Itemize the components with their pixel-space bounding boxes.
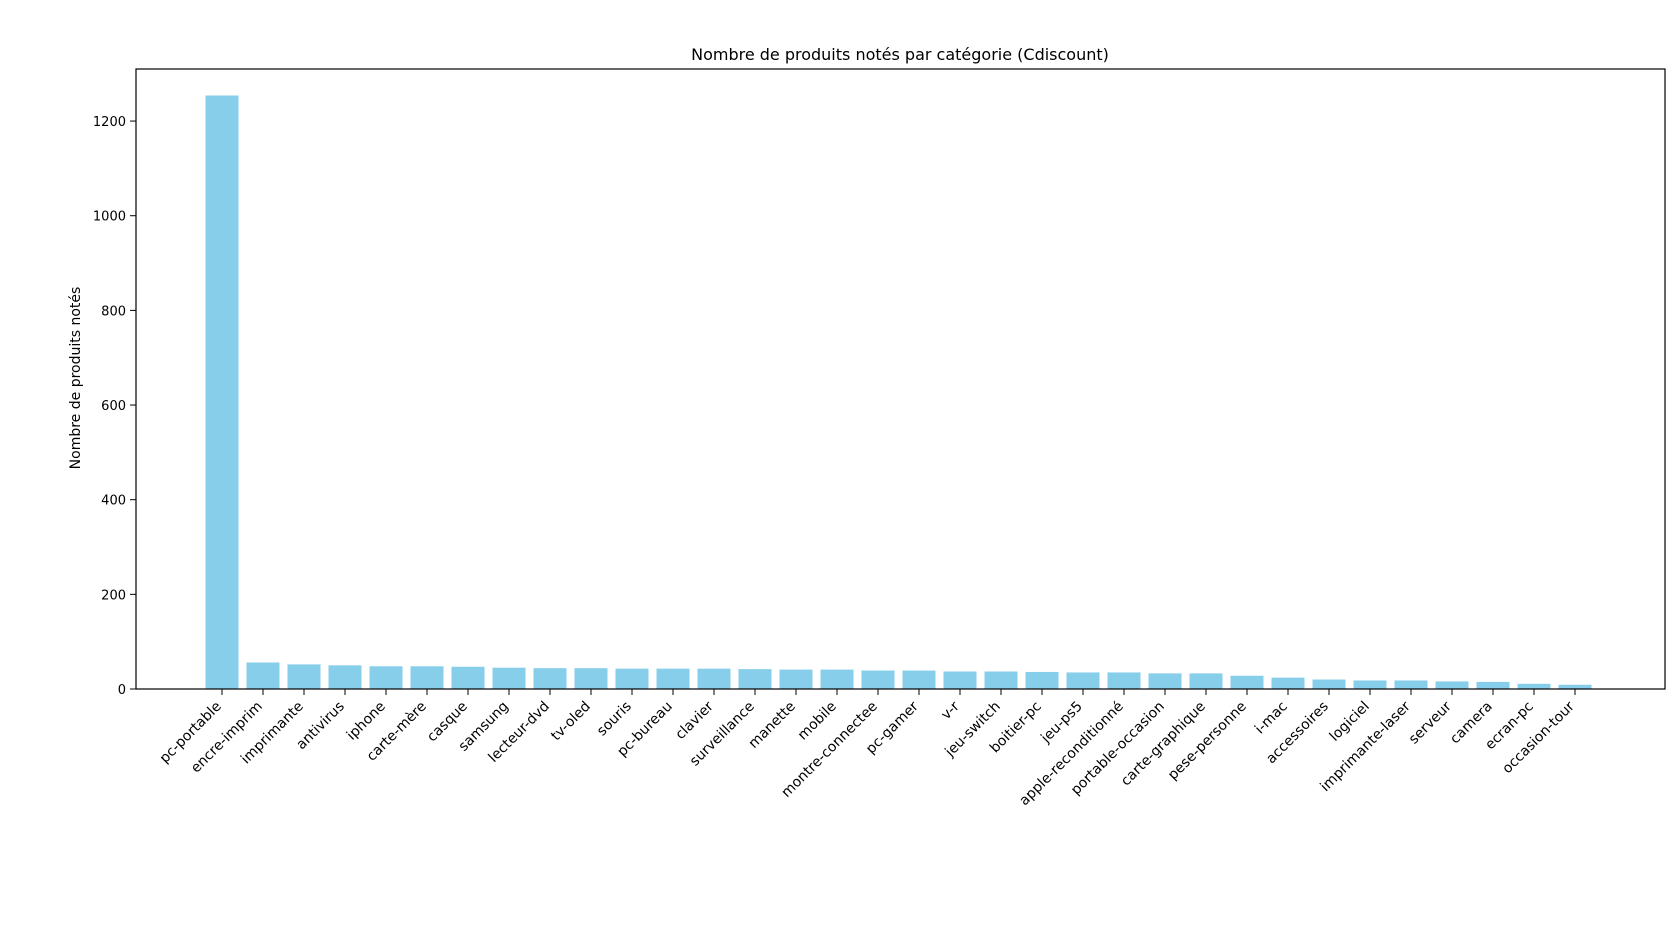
bar-imprimante — [287, 664, 321, 689]
bar-pese-personne — [1230, 675, 1264, 689]
bar-apple-reconditionné — [1107, 672, 1141, 689]
bar-montre-connectee — [861, 670, 895, 689]
bar-i-mac — [1271, 677, 1305, 689]
bar-pc-portable — [205, 95, 239, 689]
y-tick-label: 800 — [101, 304, 126, 319]
bar-casque — [451, 666, 485, 689]
bar-samsung — [492, 667, 526, 689]
bar-surveillance — [738, 669, 772, 689]
bar-imprimante-laser — [1394, 680, 1428, 689]
bar-clavier — [697, 668, 731, 689]
bar-jeu-switch — [984, 671, 1018, 689]
bar-accessoires — [1312, 679, 1346, 689]
bar-serveur — [1435, 681, 1469, 689]
bar-camera — [1476, 681, 1510, 689]
y-tick-label: 0 — [118, 683, 126, 698]
bar-portable-occasion — [1148, 673, 1182, 689]
bar-carte-graphique — [1189, 673, 1223, 689]
y-tick-label: 600 — [101, 399, 126, 414]
bar-encre-imprim — [246, 662, 280, 689]
y-tick-label: 1000 — [93, 210, 126, 225]
bar-souris — [615, 668, 649, 689]
bar-carte-mère — [410, 666, 444, 689]
bar-jeu-ps5 — [1066, 672, 1100, 689]
bar-tv-oled — [574, 668, 608, 689]
chart-title: Nombre de produits notés par catégorie (… — [691, 45, 1109, 64]
y-axis-label: Nombre de produits notés — [68, 287, 84, 470]
y-axis-ticks: 0 200 400 600 800 1000 1200 — [93, 115, 136, 698]
bar-boitier-pc — [1025, 671, 1059, 689]
bars-group — [205, 95, 1592, 689]
plot-frame — [135, 68, 1666, 690]
bar-mobile — [820, 669, 854, 689]
bar-ecran-pc — [1517, 683, 1551, 689]
bar-logiciel — [1353, 680, 1387, 689]
y-tick-label: 1200 — [93, 115, 126, 130]
bar-lecteur-dvd — [533, 668, 567, 689]
bar-pc-gamer — [902, 670, 936, 689]
bar-v-r — [943, 671, 977, 689]
bar-antivirus — [328, 665, 362, 689]
bar-occasion-tour — [1558, 684, 1592, 689]
y-tick-label: 200 — [101, 588, 126, 603]
y-tick-label: 400 — [101, 494, 126, 509]
bar-pc-bureau — [656, 668, 690, 689]
bar-manette — [779, 669, 813, 689]
bar-iphone — [369, 666, 403, 689]
